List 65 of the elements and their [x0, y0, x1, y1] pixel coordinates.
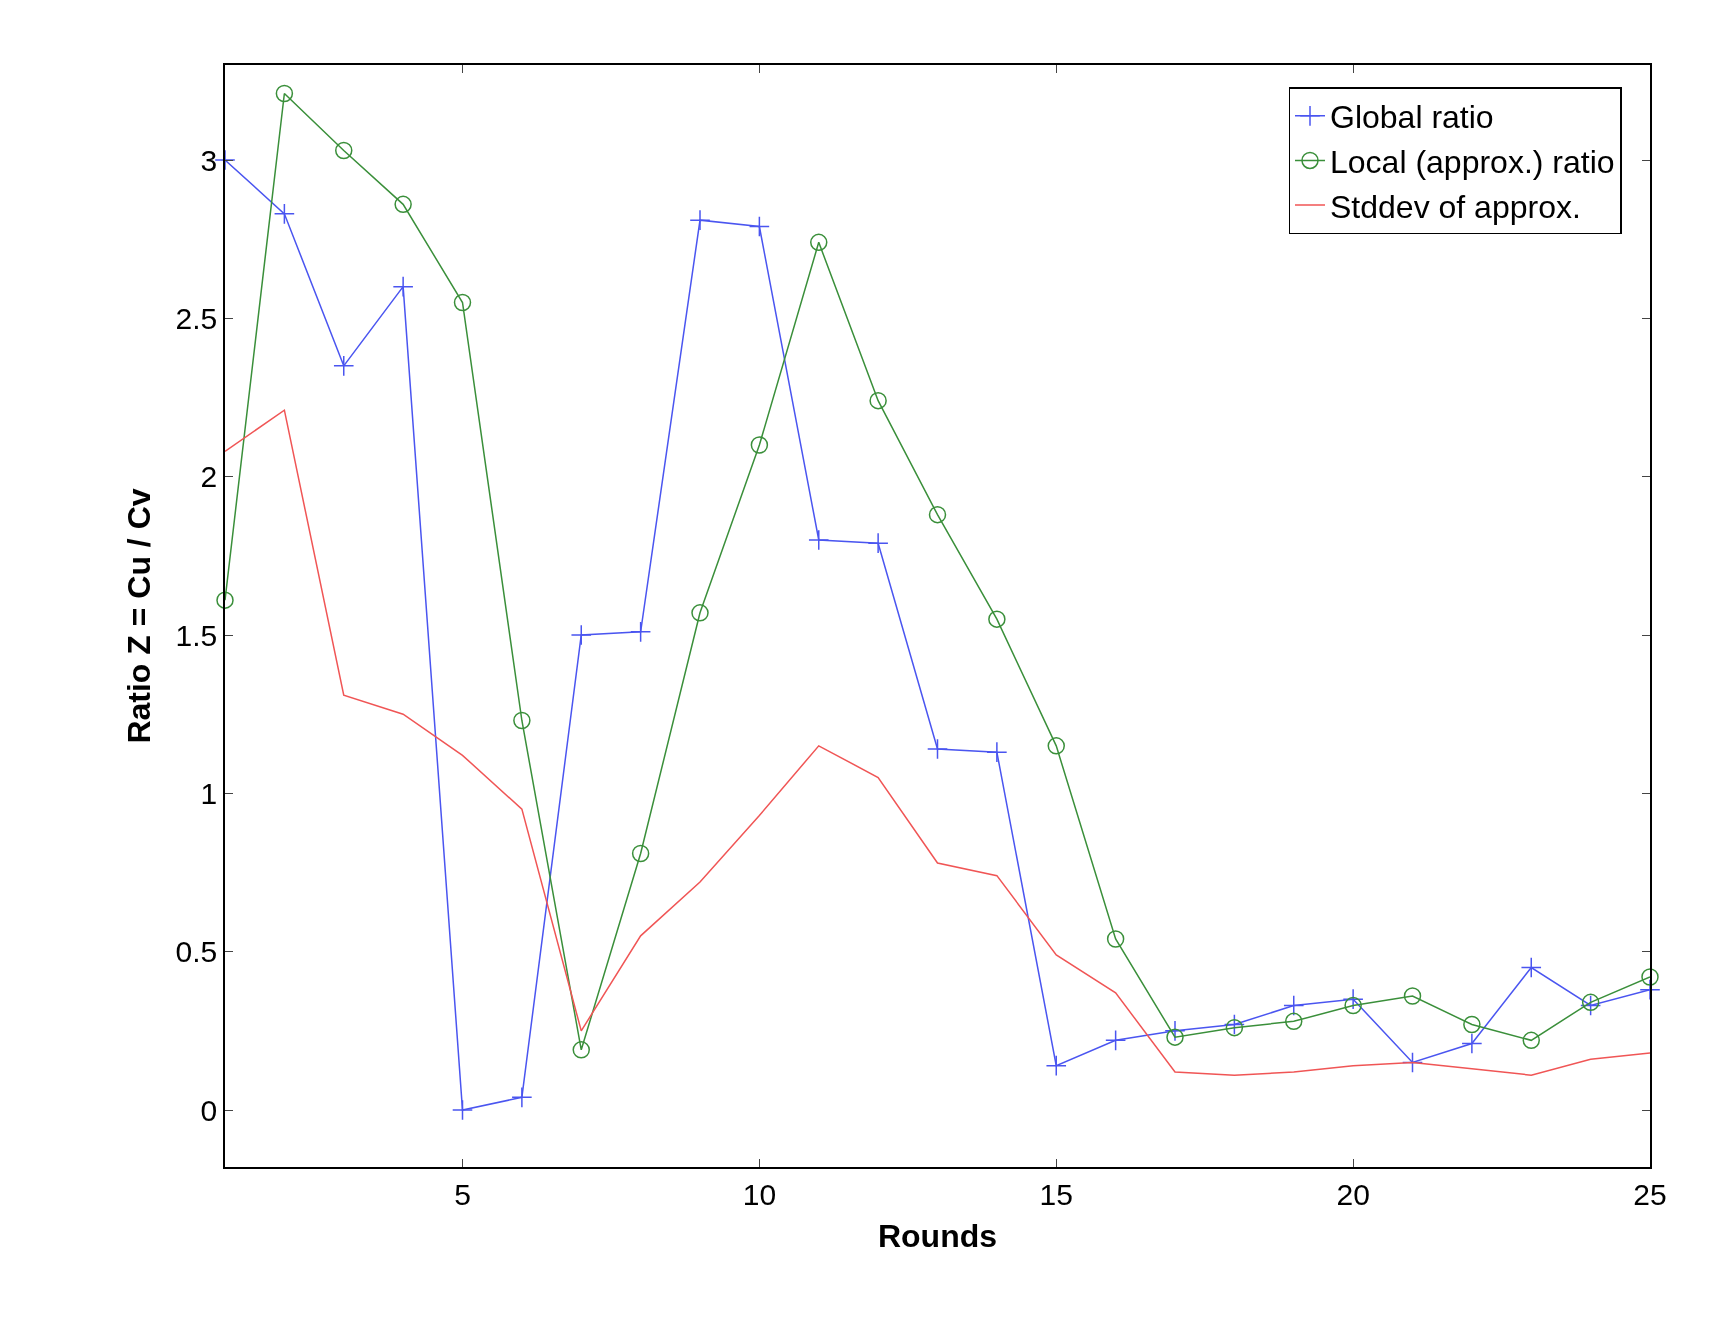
point	[1106, 930, 1125, 948]
point	[867, 532, 889, 554]
legend-label: Stddev of approx.	[1330, 188, 1581, 225]
point	[1641, 968, 1659, 986]
point	[335, 141, 353, 160]
point	[511, 1086, 533, 1108]
point	[1344, 996, 1362, 1015]
point	[748, 215, 770, 238]
point	[1283, 994, 1305, 1017]
point	[1581, 993, 1600, 1012]
point	[333, 355, 355, 377]
point	[1105, 1029, 1127, 1051]
point	[631, 844, 650, 863]
point	[1461, 1032, 1483, 1055]
x-axis-title: Rounds	[877, 1218, 998, 1255]
point	[1223, 1013, 1245, 1036]
legend-label: Local (approx.) ratio	[1330, 143, 1615, 180]
point	[451, 1099, 474, 1121]
point	[1164, 1020, 1186, 1042]
point	[1045, 1055, 1067, 1077]
point	[630, 621, 652, 643]
point	[1047, 737, 1065, 755]
point	[1225, 1018, 1244, 1037]
point	[1166, 1028, 1184, 1046]
y-tick-label: 0.5	[175, 935, 218, 969]
point	[810, 233, 828, 252]
y-axis-title: Ratio Z = Cu / Cv	[121, 488, 158, 744]
point	[1522, 1031, 1540, 1050]
point	[216, 591, 234, 609]
point	[869, 391, 887, 410]
y-tick-label: 0	[200, 1093, 218, 1127]
point	[928, 505, 947, 524]
point	[273, 203, 295, 225]
point	[691, 604, 709, 622]
point	[750, 436, 769, 454]
point	[570, 624, 592, 646]
y-tick-label: 1.5	[175, 618, 218, 652]
x-tick-label: 10	[742, 1177, 777, 1211]
point	[1520, 956, 1542, 979]
line-series	[225, 409, 1650, 1076]
point	[1403, 987, 1422, 1005]
point	[988, 610, 1006, 628]
point	[453, 293, 472, 312]
point	[926, 738, 949, 760]
y-tick-label: 3	[200, 143, 218, 177]
y-tick-label: 2	[200, 460, 218, 494]
point	[394, 195, 412, 214]
y-tick-label: 1	[200, 776, 218, 810]
point	[1285, 1012, 1303, 1031]
point	[1342, 988, 1364, 1010]
point	[1580, 994, 1602, 1017]
x-tick-label: 15	[1039, 1177, 1073, 1211]
point	[275, 84, 294, 103]
x-tick-label: 20	[1336, 1177, 1370, 1211]
x-tick-label: 5	[454, 1177, 471, 1211]
y-tick-label: 2.5	[175, 301, 218, 335]
point	[572, 1041, 590, 1059]
point	[808, 529, 830, 551]
point	[1463, 1015, 1481, 1034]
point	[986, 741, 1008, 763]
point	[392, 276, 414, 298]
point	[689, 209, 711, 231]
legend-label: Global ratio	[1330, 99, 1494, 136]
x-tick-label: 25	[1633, 1177, 1667, 1211]
point	[513, 711, 531, 730]
